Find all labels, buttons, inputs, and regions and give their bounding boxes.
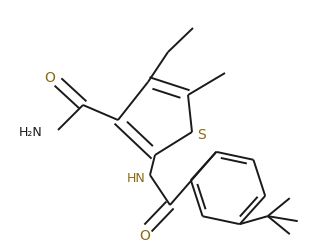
Text: O: O (45, 71, 55, 85)
Text: HN: HN (126, 172, 145, 185)
Text: O: O (140, 229, 150, 243)
Text: S: S (197, 128, 206, 142)
Text: H₂N: H₂N (18, 125, 42, 138)
